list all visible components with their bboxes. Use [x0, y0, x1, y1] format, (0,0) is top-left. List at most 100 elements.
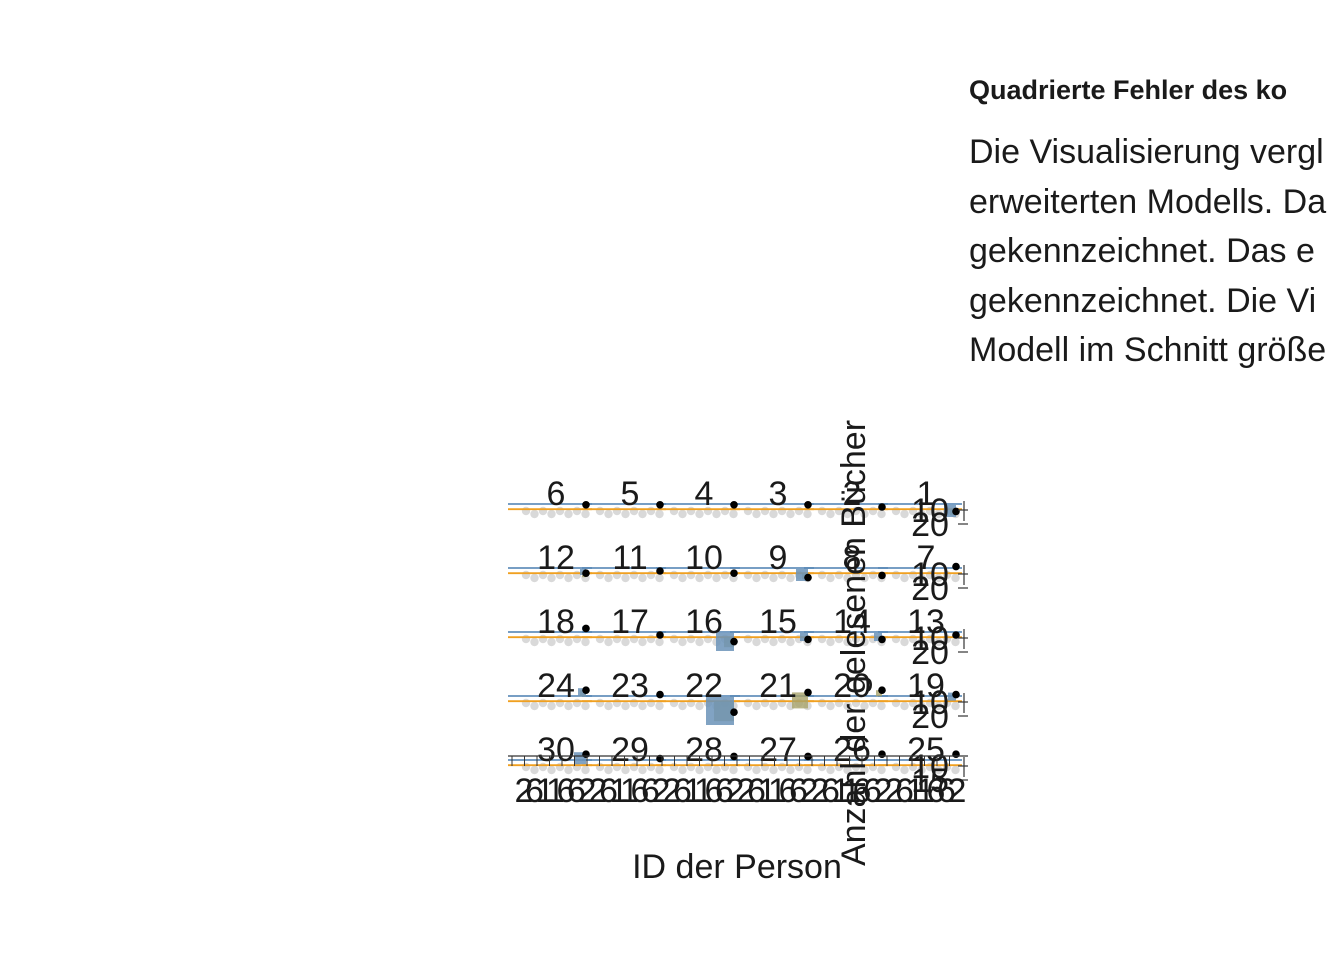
- data-point: [878, 750, 886, 758]
- background-point: [917, 509, 926, 519]
- data-point: [730, 637, 738, 646]
- background-point: [817, 698, 827, 708]
- x-tick-label: 2: [874, 772, 893, 810]
- facet-label: 23: [611, 667, 649, 705]
- background-point: [595, 570, 605, 580]
- background-point: [530, 573, 539, 583]
- x-tick-label: 2: [652, 772, 671, 810]
- background-point: [860, 765, 869, 775]
- x-tick-label: 6: [747, 772, 766, 810]
- data-point: [804, 573, 812, 582]
- x-tick-label: 1: [684, 772, 703, 810]
- y-tick-label: 20: [911, 698, 949, 736]
- background-point: [891, 506, 901, 516]
- y-tick-label: 10: [911, 556, 949, 594]
- background-point: [695, 701, 704, 711]
- background-point: [678, 765, 687, 775]
- background-point: [769, 637, 778, 647]
- background-point: [826, 701, 835, 711]
- x-tick-label: 1: [620, 772, 639, 810]
- facet-label: 11: [612, 539, 647, 577]
- y-tick-label: 10: [911, 748, 949, 786]
- background-point: [934, 765, 943, 775]
- background-point: [655, 573, 664, 583]
- y-tick-label: 20: [911, 506, 949, 544]
- background-point: [891, 698, 901, 708]
- background-point: [695, 765, 704, 775]
- background-point: [669, 634, 679, 644]
- background-point: [695, 573, 704, 583]
- data-point: [804, 688, 812, 697]
- background-point: [547, 637, 556, 647]
- background-point: [655, 637, 664, 647]
- background-point: [826, 765, 835, 775]
- facet-label: 27: [759, 731, 797, 769]
- x-tick-label: 6: [631, 772, 650, 810]
- background-point: [521, 762, 531, 772]
- x-tick-label: 2: [885, 772, 904, 810]
- background-point: [621, 701, 630, 711]
- background-point: [843, 637, 852, 647]
- data-point: [582, 569, 590, 577]
- facet-label: 29: [611, 731, 649, 769]
- facet-label: 13: [907, 603, 945, 641]
- model-a-error-square: [578, 688, 586, 697]
- x-tick-label: 6: [673, 772, 692, 810]
- x-tick-label: 6: [567, 772, 586, 810]
- background-point: [530, 509, 539, 519]
- background-point: [951, 701, 960, 711]
- background-point: [934, 573, 943, 583]
- x-tick-label: 6: [599, 772, 618, 810]
- background-point: [752, 637, 761, 647]
- x-tick-label: 6: [525, 772, 544, 810]
- background-point: [655, 765, 664, 775]
- background-point: [581, 509, 590, 519]
- background-point: [951, 573, 960, 583]
- background-point: [769, 509, 778, 519]
- model-a-error-square: [706, 697, 734, 725]
- background-point: [860, 701, 869, 711]
- background-point: [695, 509, 704, 519]
- background-point: [655, 701, 664, 711]
- facet-label: 22: [685, 667, 723, 705]
- background-point: [547, 765, 556, 775]
- background-point: [900, 765, 909, 775]
- data-point: [582, 501, 590, 509]
- background-point: [678, 637, 687, 647]
- facet-label: 19: [907, 667, 945, 705]
- background-point: [581, 765, 590, 775]
- background-point: [817, 634, 827, 644]
- facet-label: 24: [537, 667, 575, 705]
- background-point: [817, 506, 827, 516]
- background-point: [860, 509, 869, 519]
- data-point: [952, 562, 960, 571]
- data-point: [656, 501, 664, 509]
- background-point: [720, 506, 730, 516]
- x-tick-label: 1: [916, 772, 935, 810]
- background-point: [786, 637, 795, 647]
- data-point: [952, 690, 960, 699]
- x-tick-label: 6: [937, 772, 956, 810]
- x-tick-label: 2: [515, 772, 534, 810]
- background-point: [621, 509, 630, 519]
- background-point: [843, 765, 852, 775]
- background-point: [743, 698, 753, 708]
- x-tick-label: 1: [758, 772, 777, 810]
- x-tick-label: 1: [546, 772, 565, 810]
- background-point: [752, 701, 761, 711]
- background-point: [572, 506, 582, 516]
- background-point: [678, 509, 687, 519]
- data-point: [582, 750, 590, 758]
- model-a-error-square: [800, 633, 808, 641]
- background-point: [769, 701, 778, 711]
- background-point: [786, 765, 795, 775]
- facet-label: 4: [695, 475, 714, 513]
- background-point: [934, 637, 943, 647]
- x-tick-label: 6: [557, 772, 576, 810]
- model-b-error-square: [792, 692, 808, 709]
- facet-label: 9: [769, 539, 788, 577]
- background-point: [951, 765, 960, 775]
- background-point: [729, 765, 738, 775]
- x-tick-label: 6: [779, 772, 798, 810]
